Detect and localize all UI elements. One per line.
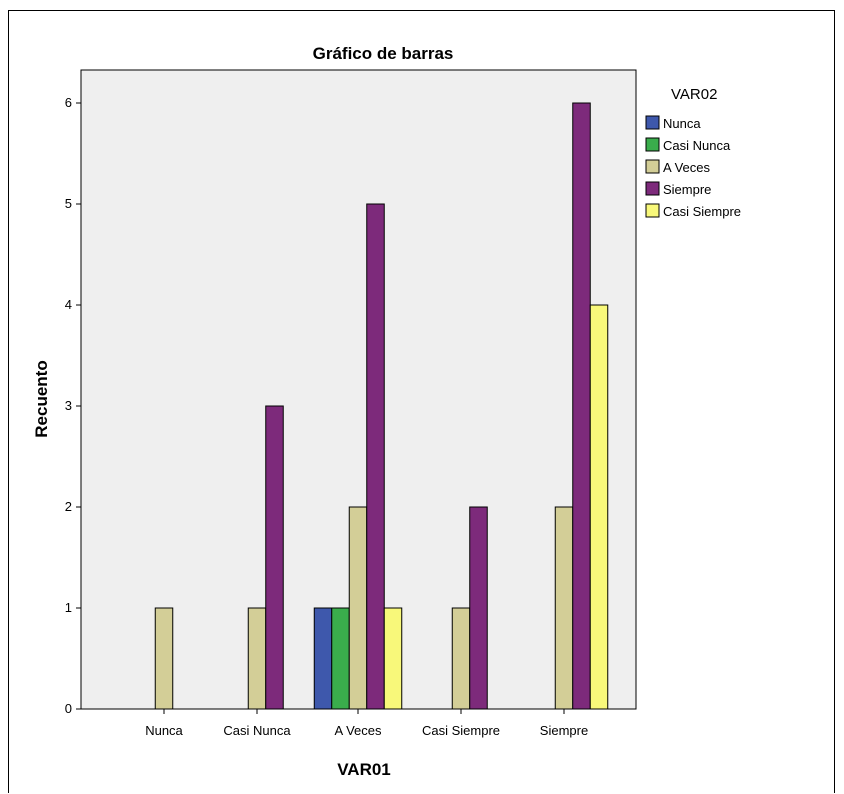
bar: [348, 506, 368, 710]
bar: [247, 607, 267, 710]
legend-swatch: [645, 115, 660, 130]
legend-swatch: [645, 159, 660, 174]
bar: [265, 405, 284, 710]
x-tick-label: Casi Nunca: [223, 723, 291, 738]
legend-label: Nunca: [663, 116, 701, 131]
legend-swatch: [645, 181, 660, 196]
bar: [313, 607, 333, 710]
legend-label: A Veces: [663, 160, 710, 175]
chart-frame: Gráfico de barras 0 1 2 3 4 5 6 Nunca Casi Nunc…: [8, 10, 835, 793]
bar: [331, 607, 350, 710]
x-axis-title: VAR01: [337, 760, 391, 779]
y-axis: 0 1 2 3 4 5 6: [65, 95, 81, 716]
y-tick-label: 1: [65, 600, 72, 615]
y-tick-label: 3: [65, 398, 72, 413]
y-tick-label: 4: [65, 297, 72, 312]
x-tick-label: Casi Siempre: [422, 723, 500, 738]
x-tick-label: Nunca: [145, 723, 183, 738]
legend-label: Casi Siempre: [663, 204, 741, 219]
legend-title: VAR02: [671, 86, 717, 103]
y-tick-label: 0: [65, 701, 72, 716]
x-axis: Nunca Casi Nunca A Veces Casi Siempre Siempr…: [145, 709, 588, 738]
chart-title: Gráfico de barras: [313, 44, 454, 63]
x-tick-label: Siempre: [540, 723, 588, 738]
legend-label: Casi Nunca: [663, 138, 731, 153]
bar-chart: Gráfico de barras 0 1 2 3 4 5 6 Nunca Casi Nunc…: [32, 44, 741, 779]
bars-group: [154, 102, 609, 710]
legend-swatch: [645, 203, 660, 218]
bar: [589, 304, 609, 710]
bar: [554, 506, 574, 710]
bar: [451, 607, 471, 710]
bar: [154, 607, 174, 710]
bar: [469, 506, 488, 710]
bar: [366, 203, 385, 710]
y-axis-title: Recuento: [32, 360, 51, 437]
bar: [383, 607, 403, 710]
y-tick-label: 5: [65, 196, 72, 211]
x-tick-label: A Veces: [335, 723, 382, 738]
y-tick-label: 2: [65, 499, 72, 514]
legend-swatch: [645, 137, 660, 152]
y-tick-label: 6: [65, 95, 72, 110]
legend: Nunca Casi Nunca A Veces Siempre Casi Siempr…: [645, 115, 741, 219]
legend-label: Siempre: [663, 182, 711, 197]
bar: [572, 102, 591, 710]
